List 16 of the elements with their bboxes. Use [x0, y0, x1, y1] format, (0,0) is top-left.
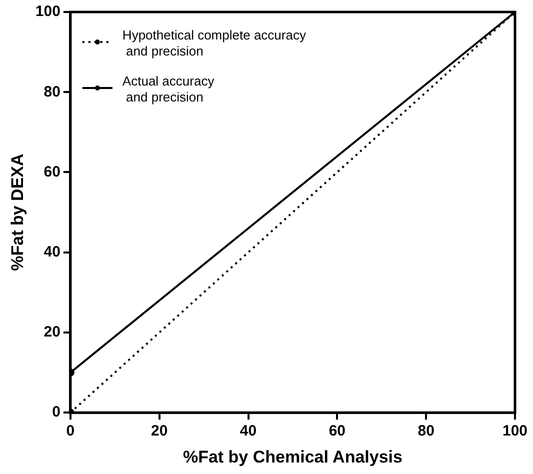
- legend-label: Hypothetical complete accuracy and precision: [122, 28, 306, 59]
- x-tick-label: 100: [502, 422, 528, 440]
- legend-label: Actual accuracy and precision: [122, 74, 215, 105]
- x-tick-label: 0: [66, 422, 75, 440]
- y-axis-title: %Fat by DEXA: [8, 154, 27, 271]
- y-tick-label: 60: [44, 163, 60, 180]
- x-axis-title: %Fat by Chemical Analysis: [182, 447, 402, 466]
- x-tick-label: 60: [328, 422, 346, 440]
- y-tick-label: 20: [44, 324, 60, 341]
- y-tick-label: 100: [35, 3, 60, 20]
- x-tick-label: 20: [151, 422, 168, 440]
- x-tick-label: 80: [418, 422, 434, 440]
- y-tick-label: 40: [44, 244, 60, 260]
- y-tick-label: 80: [44, 83, 60, 100]
- y-tick-label: 0: [52, 404, 60, 421]
- x-tick-label: 40: [240, 422, 257, 440]
